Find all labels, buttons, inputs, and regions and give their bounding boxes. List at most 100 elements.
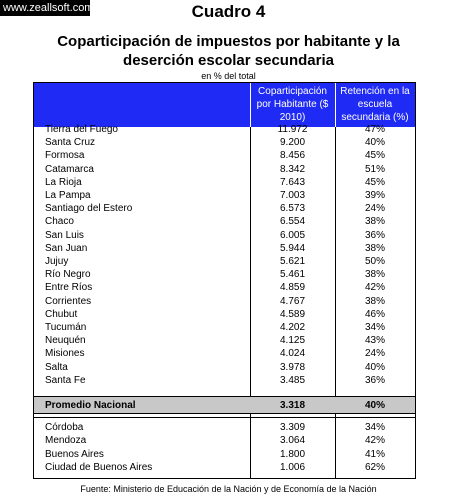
province-name: Tucumán [45, 322, 87, 333]
table-row: Córdoba 3.309 34% [34, 421, 415, 434]
province-name: La Pampa [45, 190, 91, 201]
table-row: Santa Fe 3.485 36% [34, 374, 415, 387]
coparticipacion-value: 3.064 [279, 435, 306, 447]
retencion-value: 46% [364, 308, 385, 320]
coparticipacion-value: 11.972 [277, 124, 308, 135]
province-name: Entre Ríos [45, 282, 93, 294]
retencion-value: 36% [364, 229, 385, 241]
header-coparticipacion: Coparticipación por Habitante ($ 2010) [250, 85, 335, 124]
header-divider-2 [335, 83, 336, 127]
coparticipacion-value: 1.800 [279, 448, 306, 460]
retencion-value: 38% [364, 295, 385, 307]
unit-note: en % del total [201, 71, 256, 81]
coparticipacion-value: 3.978 [279, 361, 306, 373]
table-row: San Juan 5.944 38% [34, 242, 415, 255]
province-name: Buenos Aires [45, 448, 104, 460]
table-row: Mendoza 3.064 42% [34, 434, 415, 447]
column-divider-2 [335, 127, 336, 479]
table-row: Santiago del Estero 6.573 24% [34, 202, 415, 215]
table-row: Neuquén 4.125 43% [34, 334, 415, 347]
coparticipacion-value: 5.944 [279, 242, 306, 254]
coparticipacion-value: 9.200 [279, 137, 306, 149]
province-name: San Juan [45, 242, 88, 254]
retencion-value: 42% [364, 282, 385, 294]
retencion-value: 62% [364, 461, 385, 473]
retencion-value: 36% [364, 374, 385, 386]
table-row: Tierra del Fuego 11.972 47% [34, 123, 415, 136]
retencion-value: 43% [364, 335, 385, 347]
retencion-value: 41% [364, 448, 385, 460]
province-name: Río Negro [45, 269, 91, 281]
retencion-value: 47% [364, 124, 385, 135]
retencion-value: 50% [364, 256, 385, 267]
coparticipacion-value: 7.643 [279, 176, 306, 188]
retencion-value: 34% [364, 422, 385, 433]
coparticipacion-value: 1.006 [279, 461, 306, 473]
coparticipacion-value: 4.767 [279, 295, 306, 307]
coparticipacion-value: 4.589 [279, 308, 306, 320]
coparticipacion-value: 5.461 [279, 269, 306, 281]
coparticipacion-value: 4.859 [279, 282, 306, 294]
province-name: Salta [45, 361, 68, 373]
table-number: Cuadro 4 [191, 2, 266, 21]
retencion-value: 45% [364, 176, 385, 188]
retencion-value: 24% [364, 203, 385, 215]
table-row: La Pampa 7.003 39% [34, 189, 415, 202]
coparticipacion-value: 6.554 [279, 216, 306, 228]
table-frame [33, 82, 416, 479]
table-row: La Rioja 7.643 45% [34, 176, 415, 189]
retencion-value: 45% [364, 150, 385, 162]
table-row: San Luis 6.005 36% [34, 229, 415, 242]
header-divider-1 [250, 83, 251, 127]
coparticipacion-value: 6.005 [279, 229, 306, 241]
province-name: Mendoza [45, 435, 87, 447]
province-name: Formosa [45, 150, 85, 162]
coparticipacion-value: 3.309 [279, 422, 306, 433]
table-row: Salta 3.978 40% [34, 361, 415, 374]
province-name: San Luis [45, 229, 84, 241]
table-row: Río Negro 5.461 38% [34, 268, 415, 281]
table-header: Coparticipación por Habitante ($ 2010) R… [34, 83, 415, 127]
coparticipacion-value: 8.342 [279, 163, 306, 175]
header-col2-line3: secundaria (%) [341, 112, 409, 123]
province-name: Chubut [45, 308, 78, 320]
header-col2-line1: Retención en la [340, 86, 410, 97]
bottom-section-rule [34, 417, 415, 418]
retencion-value: 34% [364, 322, 385, 333]
province-name: Tierra del Fuego [45, 124, 118, 135]
table-row: Chubut 4.589 46% [34, 308, 415, 321]
province-name: Santiago del Estero [45, 203, 133, 215]
header-col1-line2: por Habitante ($ [256, 99, 329, 110]
table-row: Entre Ríos 4.859 42% [34, 281, 415, 294]
header-col1-line3: 2010) [279, 112, 306, 123]
coparticipacion-value: 7.003 [279, 190, 306, 201]
retencion-value: 42% [364, 435, 385, 447]
table-row: Jujuy 5.621 50% [34, 255, 415, 268]
retencion-value: 38% [364, 242, 385, 254]
province-name: Misiones [45, 348, 85, 360]
table-row: Santa Cruz 9.200 40% [34, 136, 415, 149]
watermark: www.zeallsoft.com [0, 0, 93, 16]
province-name: La Rioja [45, 176, 82, 188]
retencion-value: 38% [364, 269, 385, 281]
coparticipacion-value: 4.024 [279, 348, 306, 360]
table-row: Misiones 4.024 24% [34, 347, 415, 360]
table-row: Tucumán 4.202 34% [34, 321, 415, 334]
retencion-value: 40% [364, 137, 385, 149]
province-name: Jujuy [45, 256, 69, 267]
province-name: Chaco [45, 216, 74, 228]
average-row: Promedio Nacional 3.318 40% [34, 396, 415, 414]
average-retencion: 40% [364, 400, 385, 411]
table-row: Ciudad de Buenos Aires 1.006 62% [34, 461, 415, 474]
coparticipacion-value: 4.125 [279, 335, 306, 347]
table-row: Corrientes 4.767 38% [34, 295, 415, 308]
retencion-value: 51% [364, 163, 385, 175]
coparticipacion-value: 5.621 [279, 256, 306, 267]
column-divider-1 [250, 127, 251, 479]
province-name: Santa Cruz [45, 137, 96, 149]
title-line-2: deserción escolar secundaria [123, 52, 334, 69]
table-row: Chaco 6.554 38% [34, 215, 415, 228]
coparticipacion-value: 8.456 [279, 150, 306, 162]
table-row: Buenos Aires 1.800 41% [34, 448, 415, 461]
table-title: Coparticipación de impuestos por habitan… [20, 32, 437, 70]
